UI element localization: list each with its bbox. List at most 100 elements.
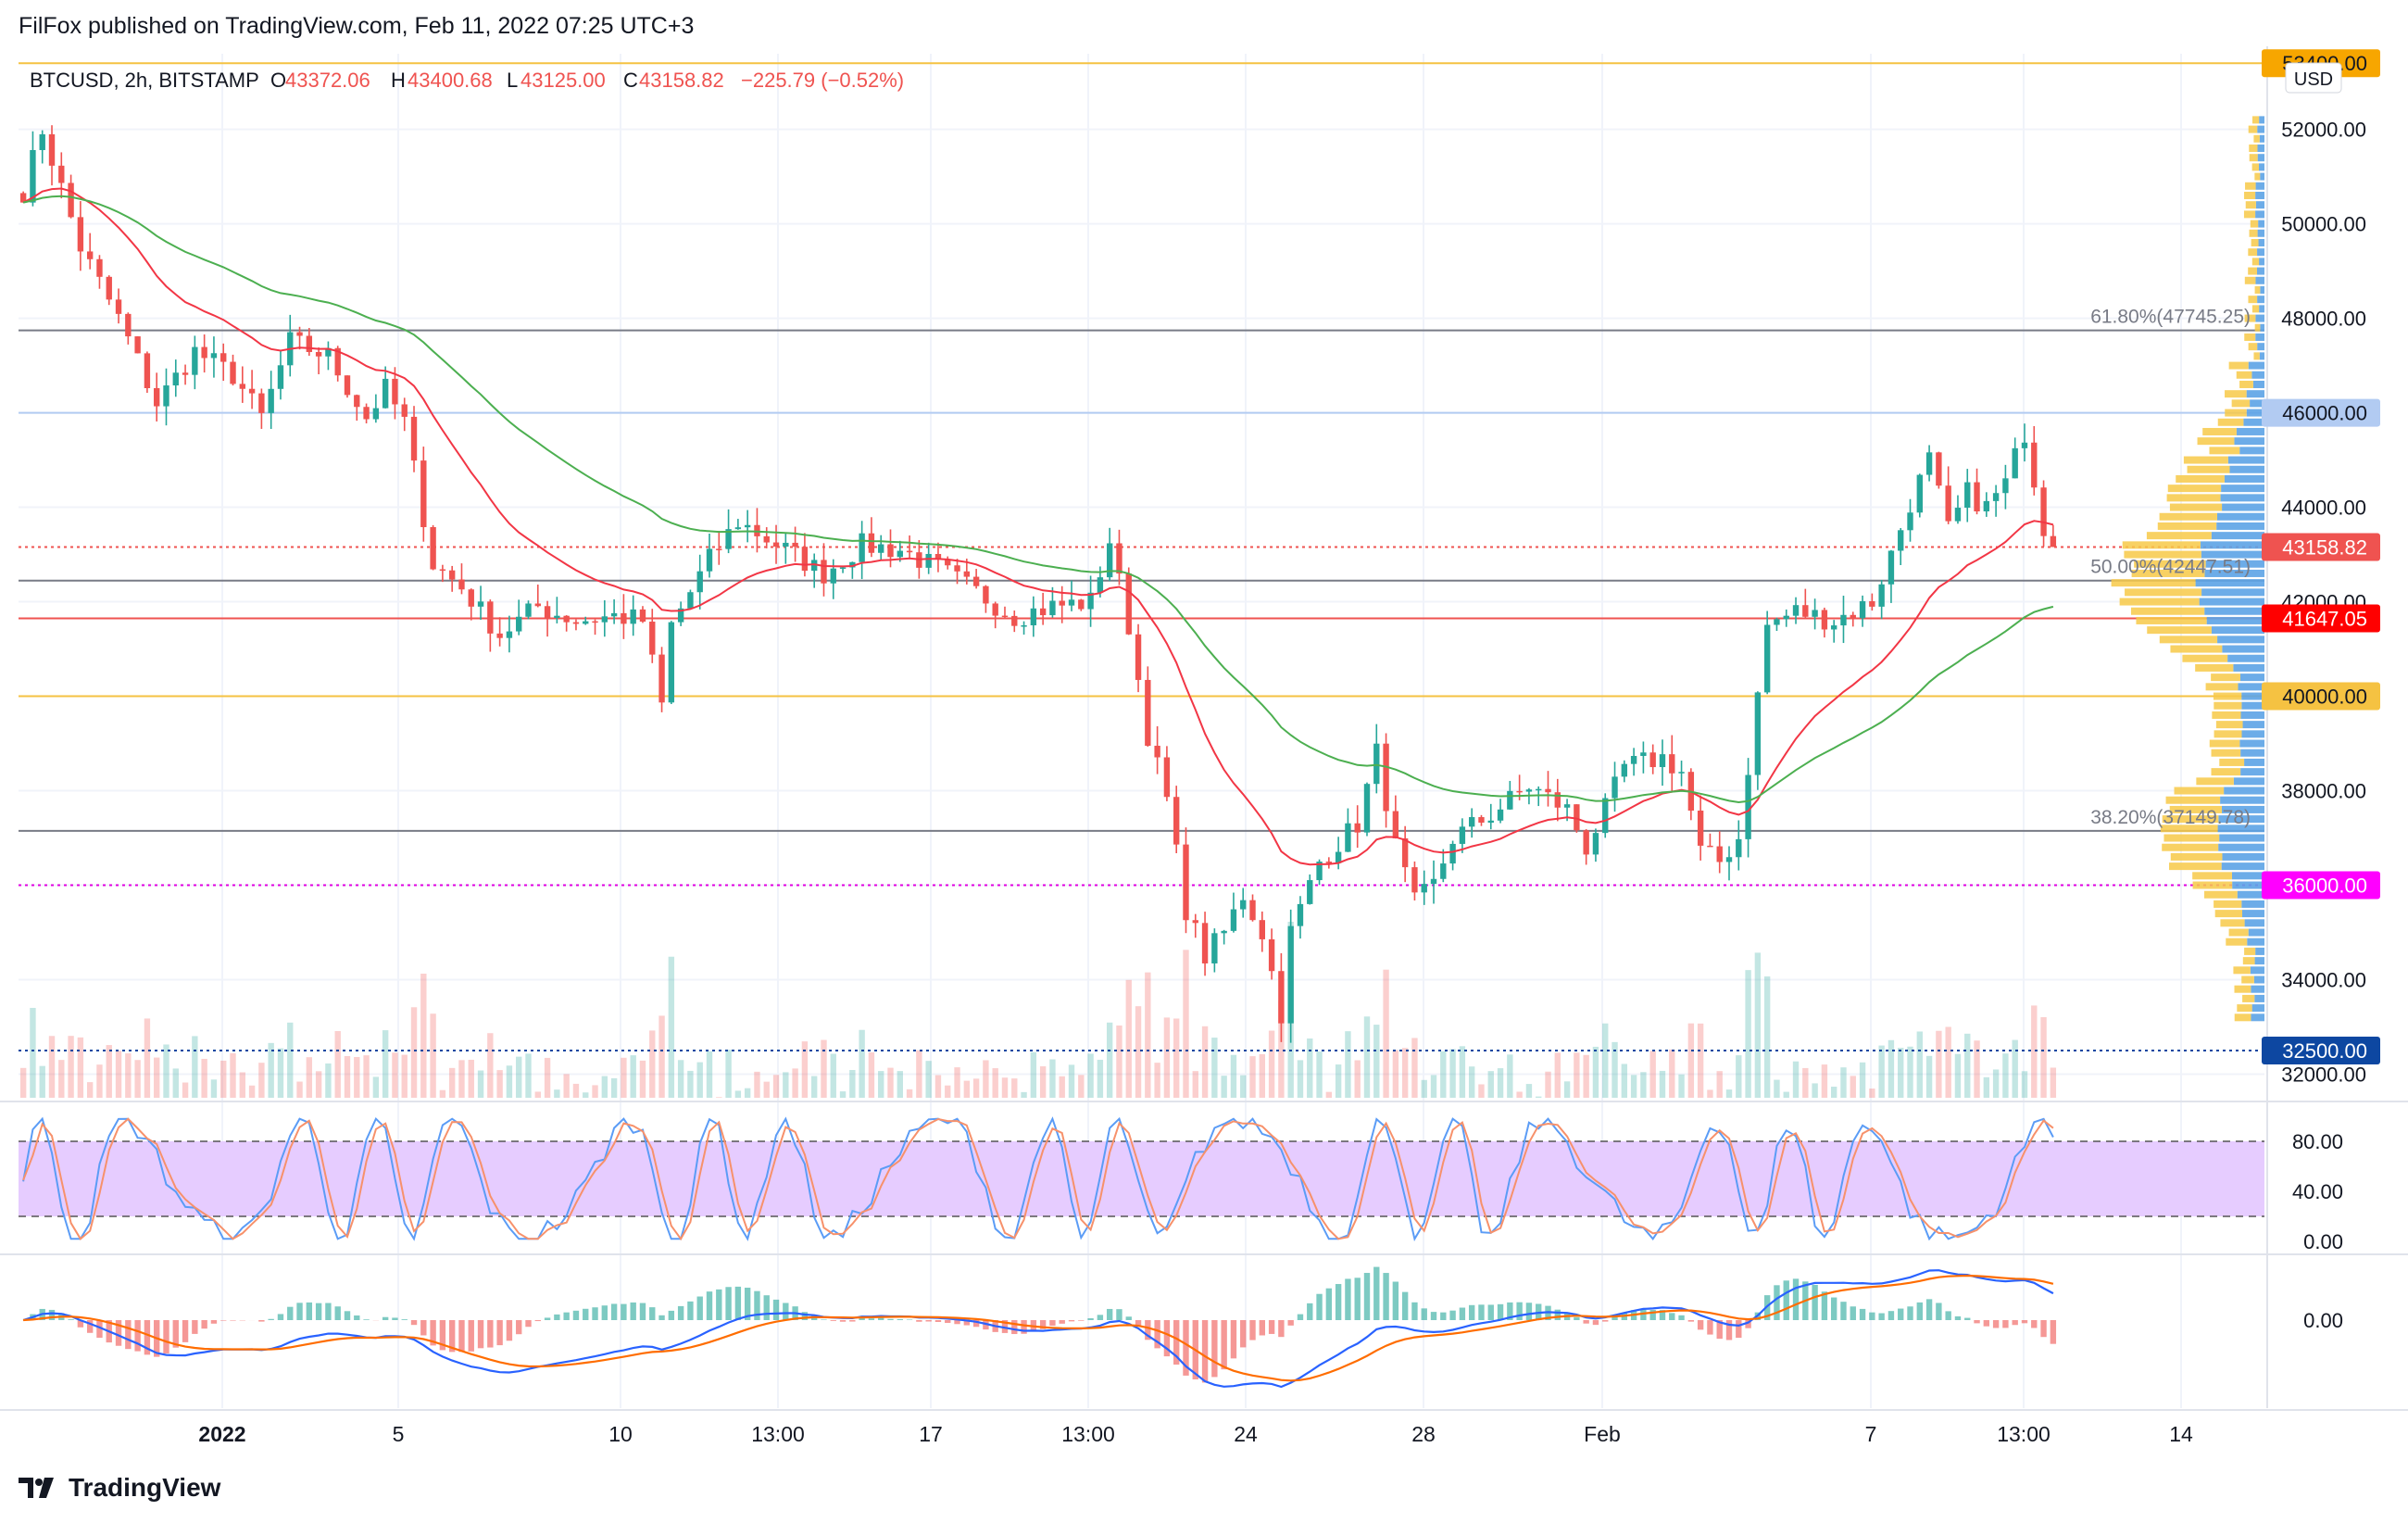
candle [544, 600, 551, 637]
profile-bar-blue [2241, 900, 2264, 908]
profile-bar-blue [2222, 503, 2264, 511]
candle-body [220, 353, 227, 362]
macd-histogram-bar [468, 1320, 474, 1352]
candle-body [1878, 584, 1885, 607]
profile-bar-blue [2241, 701, 2264, 710]
volume-bar [1716, 1071, 1723, 1098]
volume-bar [1154, 1063, 1160, 1098]
volume-bar [839, 1091, 847, 1098]
candle [811, 553, 818, 588]
candle-body [144, 353, 151, 388]
candle [487, 599, 494, 652]
macd-histogram-bar [534, 1320, 541, 1322]
candle-body [1468, 817, 1475, 827]
volume-bar [1745, 970, 1751, 1098]
profile-bar-blue [2258, 220, 2264, 228]
macd-histogram-bar [1259, 1320, 1265, 1336]
candle [1325, 857, 1333, 869]
profile-bar-blue [2259, 352, 2264, 360]
stoch-d-line [22, 1117, 2054, 1241]
price-badge-text: 41647.05 [2282, 608, 2367, 631]
macd-histogram-bar [382, 1316, 389, 1320]
candle [154, 372, 160, 422]
macd-histogram-bar [1478, 1304, 1485, 1320]
price-tick-label: 44000.00 [2281, 497, 2366, 520]
profile-bar-gold [2248, 125, 2258, 133]
candle [554, 597, 560, 623]
profile-bar-gold [2111, 579, 2196, 587]
macd-histogram-bar [1211, 1320, 1218, 1378]
candle-body [430, 527, 436, 570]
macd-histogram-bar [163, 1320, 169, 1353]
candle-body [448, 570, 456, 580]
candle [1268, 928, 1275, 980]
volume-bar [1163, 1017, 1171, 1098]
profile-bar-gold [2244, 333, 2256, 341]
volume-bar [2021, 1071, 2028, 1098]
profile-bar-blue [2255, 210, 2264, 219]
candle-body [392, 378, 398, 405]
volume-bar [696, 1062, 703, 1098]
volume-bar [706, 1051, 713, 1098]
candle-body [583, 621, 589, 624]
macd-histogram-bar [201, 1320, 207, 1329]
candle-body [1316, 862, 1323, 881]
macd-histogram-bar [182, 1320, 189, 1342]
volume-bar [1850, 1076, 1856, 1098]
volume-bar [1925, 1055, 1933, 1098]
candle-body [1154, 746, 1160, 758]
profile-bar-blue [2238, 683, 2264, 691]
macd-histogram-bar [220, 1320, 227, 1321]
profile-bar-blue [2221, 485, 2264, 493]
volume-bar [878, 1071, 884, 1098]
candle-body [525, 603, 532, 617]
candle [30, 131, 36, 207]
profile-bar-gold [2183, 456, 2228, 464]
volume-bar [1173, 1018, 1180, 1098]
profile-bar-gold [2169, 805, 2222, 813]
volume-bar [48, 1036, 56, 1098]
candle [468, 588, 474, 621]
candle [1669, 735, 1675, 792]
macd-histogram-bar [839, 1320, 847, 1322]
macd-histogram-bar [963, 1320, 971, 1326]
candle [19, 191, 27, 203]
candle [2021, 423, 2028, 462]
volume-bar [534, 1091, 541, 1098]
candle [592, 619, 598, 636]
candle-body [2012, 447, 2018, 479]
volume-bar [783, 1072, 789, 1098]
profile-bar-gold [2233, 966, 2251, 975]
candle [58, 152, 65, 199]
candle [430, 524, 436, 571]
volume-bar [68, 1036, 74, 1098]
candle-body [1335, 851, 1342, 863]
candle [506, 615, 513, 653]
fib-labels: 61.80%(47745.25) 50.00%(42447.51) 38.20%(3… [2090, 307, 2251, 828]
candle [344, 375, 351, 398]
time-tick-label: 13:00 [751, 1422, 805, 1446]
currency-badge[interactable]: USD [2285, 62, 2342, 94]
macd-histogram-bar [1859, 1308, 1866, 1320]
macd-histogram-bar [1812, 1284, 1818, 1320]
volume-bar [916, 1050, 922, 1098]
macd-histogram-bar [392, 1317, 398, 1320]
candle [1316, 859, 1323, 886]
candle [1125, 567, 1132, 636]
candle [1478, 814, 1485, 826]
macd-histogram-bar [1898, 1308, 1904, 1320]
volume-bar [734, 1090, 742, 1098]
macd-histogram-bar [1831, 1297, 1837, 1320]
candle [2012, 437, 2018, 479]
candle [1954, 495, 1962, 524]
candle [1087, 575, 1094, 627]
macd-histogram-bar [696, 1296, 703, 1320]
candle-body [572, 622, 580, 624]
candle-body [363, 407, 370, 420]
candle [1240, 887, 1247, 918]
price-badge: 40000.00 [2262, 682, 2380, 711]
candle-body [811, 560, 818, 572]
price-badge: 43158.82 [2262, 533, 2380, 561]
profile-bar-blue [2204, 569, 2264, 577]
